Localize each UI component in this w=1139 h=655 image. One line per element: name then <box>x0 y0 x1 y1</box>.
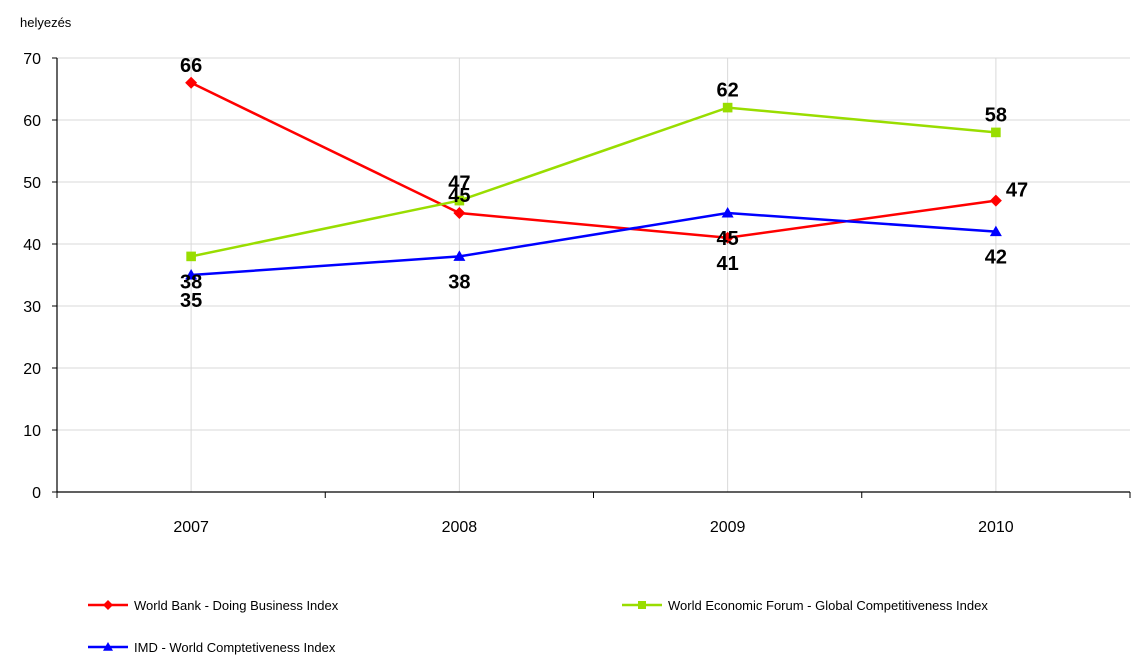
gridlines <box>57 57 1130 492</box>
axes <box>52 57 1131 498</box>
data-label: 66 <box>180 55 202 77</box>
data-point <box>453 250 466 261</box>
data-point <box>989 194 1002 207</box>
legend-item: World Bank - Doing Business Index <box>88 598 339 613</box>
data-label: 38 <box>180 271 202 293</box>
data-point <box>721 207 734 218</box>
y-tick-label: 30 <box>23 299 41 316</box>
data-point <box>991 127 1001 138</box>
series-1 <box>186 102 1001 262</box>
x-tick-label: 2010 <box>978 519 1014 536</box>
data-label: 58 <box>985 104 1007 126</box>
legend-item: IMD - World Comptetiveness Index <box>88 640 336 655</box>
y-tick-label: 60 <box>23 113 41 130</box>
data-point <box>454 195 465 206</box>
data-point <box>721 231 734 244</box>
x-tick-label: 2008 <box>442 519 478 536</box>
data-label: 38 <box>448 271 470 293</box>
legend-label: World Bank - Doing Business Index <box>134 598 339 613</box>
data-point <box>185 76 198 89</box>
data-point <box>722 102 733 113</box>
legend-label: IMD - World Comptetiveness Index <box>134 640 336 655</box>
x-tick-label: 2007 <box>173 519 209 536</box>
data-label: 47 <box>1006 180 1028 202</box>
legend: World Bank - Doing Business Index World E… <box>88 598 988 655</box>
series-2 <box>185 207 1002 280</box>
y-tick-label: 40 <box>23 237 41 254</box>
legend-swatch-marker <box>103 600 113 610</box>
data-label: 47 <box>448 173 470 195</box>
series-line <box>190 81 997 240</box>
y-tick-label: 50 <box>23 175 41 192</box>
y-tick-labels: 0 10 20 30 40 50 60 70 <box>23 51 41 502</box>
legend-swatch-marker <box>103 642 113 651</box>
data-label: 35 <box>180 290 202 312</box>
y-axis-title: helyezés <box>20 15 72 30</box>
data-label: 62 <box>717 80 739 102</box>
series-0 <box>185 76 1002 244</box>
data-point <box>989 225 1002 237</box>
y-tick-label: 0 <box>32 485 41 502</box>
data-label: 45 <box>717 228 739 250</box>
data-point <box>185 269 198 280</box>
data-point <box>186 251 196 262</box>
data-label: 42 <box>985 247 1007 269</box>
series-line <box>191 211 996 277</box>
data-label: 41 <box>717 253 739 275</box>
legend-item: World Economic Forum - Global Competitiv… <box>622 598 988 613</box>
data-label: 45 <box>448 185 470 207</box>
legend-label: World Economic Forum - Global Competitiv… <box>668 598 988 613</box>
legend-swatch-marker <box>638 601 646 609</box>
x-tick-label: 2009 <box>710 519 746 536</box>
y-tick-label: 70 <box>23 51 41 68</box>
y-tick-label: 20 <box>23 361 41 378</box>
data-point <box>453 207 466 219</box>
series-lines <box>185 76 1002 280</box>
y-tick-label: 10 <box>23 423 41 440</box>
series-line <box>190 106 996 258</box>
x-tick-labels: 2007 2008 2009 2010 <box>173 519 1013 536</box>
